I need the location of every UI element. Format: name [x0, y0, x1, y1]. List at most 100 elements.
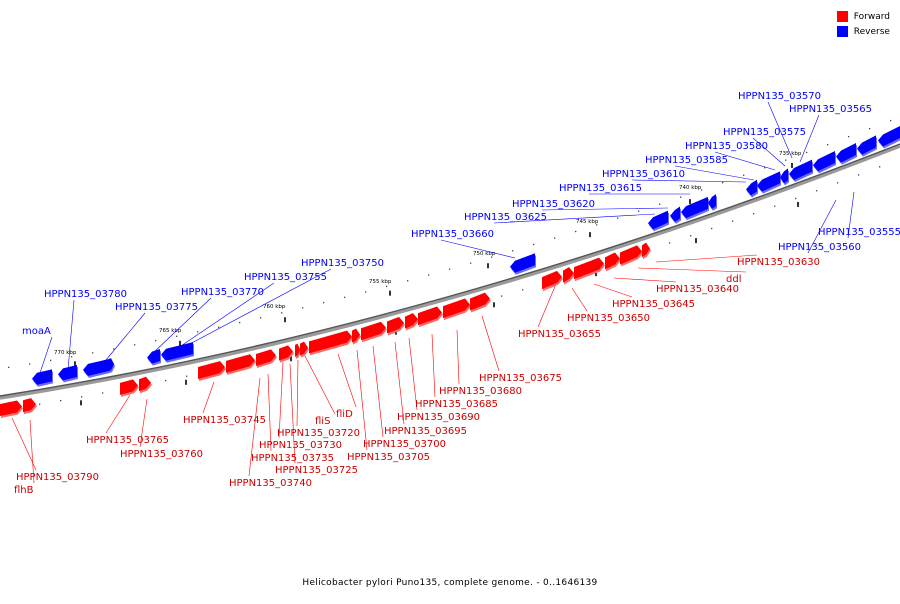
minor-tick-dot — [50, 359, 52, 362]
legend: Forward Reverse — [836, 9, 890, 39]
forward-genes — [0, 242, 651, 418]
forward-gene-label: HPPN135_03695 — [384, 426, 467, 437]
minor-tick-dot — [869, 128, 871, 130]
gene-arrow — [813, 150, 835, 172]
gene-arrow — [139, 376, 151, 392]
minor-tick-dot — [858, 174, 860, 176]
forward-gene-label: HPPN135_03645 — [612, 299, 695, 310]
gene-arrow — [198, 361, 225, 379]
gene-arrow — [352, 328, 360, 343]
minor-tick-dot — [785, 159, 787, 161]
minor-tick-dot — [81, 396, 83, 398]
forward-leader-line — [456, 329, 460, 385]
minor-tick-dot — [8, 366, 10, 369]
gene-arrow — [443, 298, 470, 319]
tick-label: 745 kbp — [576, 219, 599, 225]
minor-tick-dot — [386, 285, 388, 288]
forward-leader-line — [655, 254, 758, 263]
minor-tick-dot — [711, 227, 713, 230]
minor-tick-dot — [470, 262, 472, 264]
reverse-leader-line — [38, 336, 53, 377]
forward-leader-line — [29, 419, 35, 484]
gene-arrow — [147, 348, 160, 364]
gene-arrow — [836, 143, 856, 163]
minor-tick-dot — [659, 203, 661, 205]
forward-gene-label: HPPN135_03705 — [347, 452, 430, 463]
gene-arrow — [161, 342, 193, 361]
gene-arrow — [563, 267, 574, 283]
forward-gene-label: ddl — [726, 274, 741, 285]
tick-label: 770 kbp — [54, 350, 77, 356]
minor-tick-dot — [155, 339, 157, 342]
minor-tick-dot — [890, 119, 892, 122]
reverse-leader-line — [799, 114, 820, 163]
gene-arrow — [309, 330, 352, 354]
minor-tick-dot — [806, 151, 808, 154]
forward-gene-label: HPPN135_03720 — [277, 428, 360, 439]
forward-leader-line — [637, 267, 747, 273]
minor-tick-dot — [407, 280, 409, 282]
forward-gene-label: HPPN135_03655 — [518, 329, 601, 340]
minor-tick-dot — [323, 301, 325, 304]
gene-arrow — [279, 345, 293, 361]
forward-leader-line — [571, 287, 588, 312]
gene-arrow — [670, 206, 680, 222]
minor-tick-dot — [239, 321, 241, 324]
minor-tick-dot — [575, 230, 577, 233]
forward-swatch — [836, 11, 848, 22]
forward-leader-line — [593, 283, 633, 298]
reverse-gene-label: HPPN135_03625 — [464, 212, 547, 223]
minor-tick-dot — [690, 235, 692, 237]
minor-tick-dot — [764, 167, 766, 169]
minor-tick-dot — [92, 352, 94, 354]
reverse-gene-label: HPPN135_03580 — [685, 141, 768, 152]
forward-leader-line — [356, 349, 368, 451]
minor-tick-dot — [774, 205, 776, 207]
reverse-leader-line — [185, 268, 332, 347]
forward-gene-label: fliD — [336, 409, 353, 420]
reverse-genes — [32, 126, 900, 387]
gene-arrow — [405, 313, 418, 329]
minor-tick-dot — [281, 312, 283, 314]
gene-arrow — [620, 245, 642, 265]
gene-arrow — [642, 242, 650, 258]
reverse-gene-label: HPPN135_03660 — [411, 229, 494, 240]
reverse-gene-label: HPPN135_03620 — [512, 199, 595, 210]
gene-arrow — [757, 171, 780, 192]
reverse-gene-label: HPPN135_03560 — [778, 242, 861, 253]
forward-leader-line — [278, 361, 284, 439]
gene-arrow — [510, 253, 535, 273]
forward-leader-line — [408, 337, 418, 411]
minor-tick-dot — [60, 399, 62, 402]
minor-tick-dot — [428, 274, 430, 276]
forward-gene-label: HPPN135_03685 — [415, 399, 498, 410]
forward-gene-label: fliS — [315, 416, 330, 427]
minor-tick-dot — [816, 190, 818, 192]
minor-tick-dot — [827, 143, 829, 146]
tick-labels: 770 kbp 765 kbp 760 kbp 755 kbp 750 kbp … — [54, 151, 802, 356]
forward-gene-label: HPPN135_03745 — [183, 415, 266, 426]
minor-tick-dot — [29, 363, 31, 365]
forward-leader-line — [431, 333, 436, 398]
forward-leader-line — [372, 345, 384, 438]
minor-tick-dot — [522, 289, 524, 291]
minor-tick-dot — [218, 326, 220, 328]
forward-leader-line — [304, 355, 336, 415]
gene-arrow — [648, 210, 668, 230]
backbone-shadow — [0, 144, 900, 400]
minor-tick-dot — [165, 379, 167, 382]
reverse-leader-line — [674, 165, 755, 181]
forward-gene-label: HPPN135_03630 — [737, 257, 820, 268]
gene-arrow — [23, 398, 36, 413]
reverse-leader-line — [714, 151, 776, 171]
reverse-leader-line — [171, 282, 275, 353]
forward-leader-line — [481, 315, 500, 372]
minor-tick-dot — [617, 217, 619, 219]
minor-tick-dot — [848, 136, 850, 138]
minor-tick-dot — [638, 210, 640, 212]
minor-tick-dot — [533, 243, 535, 246]
reverse-leader-line — [151, 297, 212, 355]
forward-leader-line — [613, 277, 677, 283]
forward-gene-label: HPPN135_03680 — [439, 386, 522, 397]
reverse-leader-line — [493, 213, 656, 224]
